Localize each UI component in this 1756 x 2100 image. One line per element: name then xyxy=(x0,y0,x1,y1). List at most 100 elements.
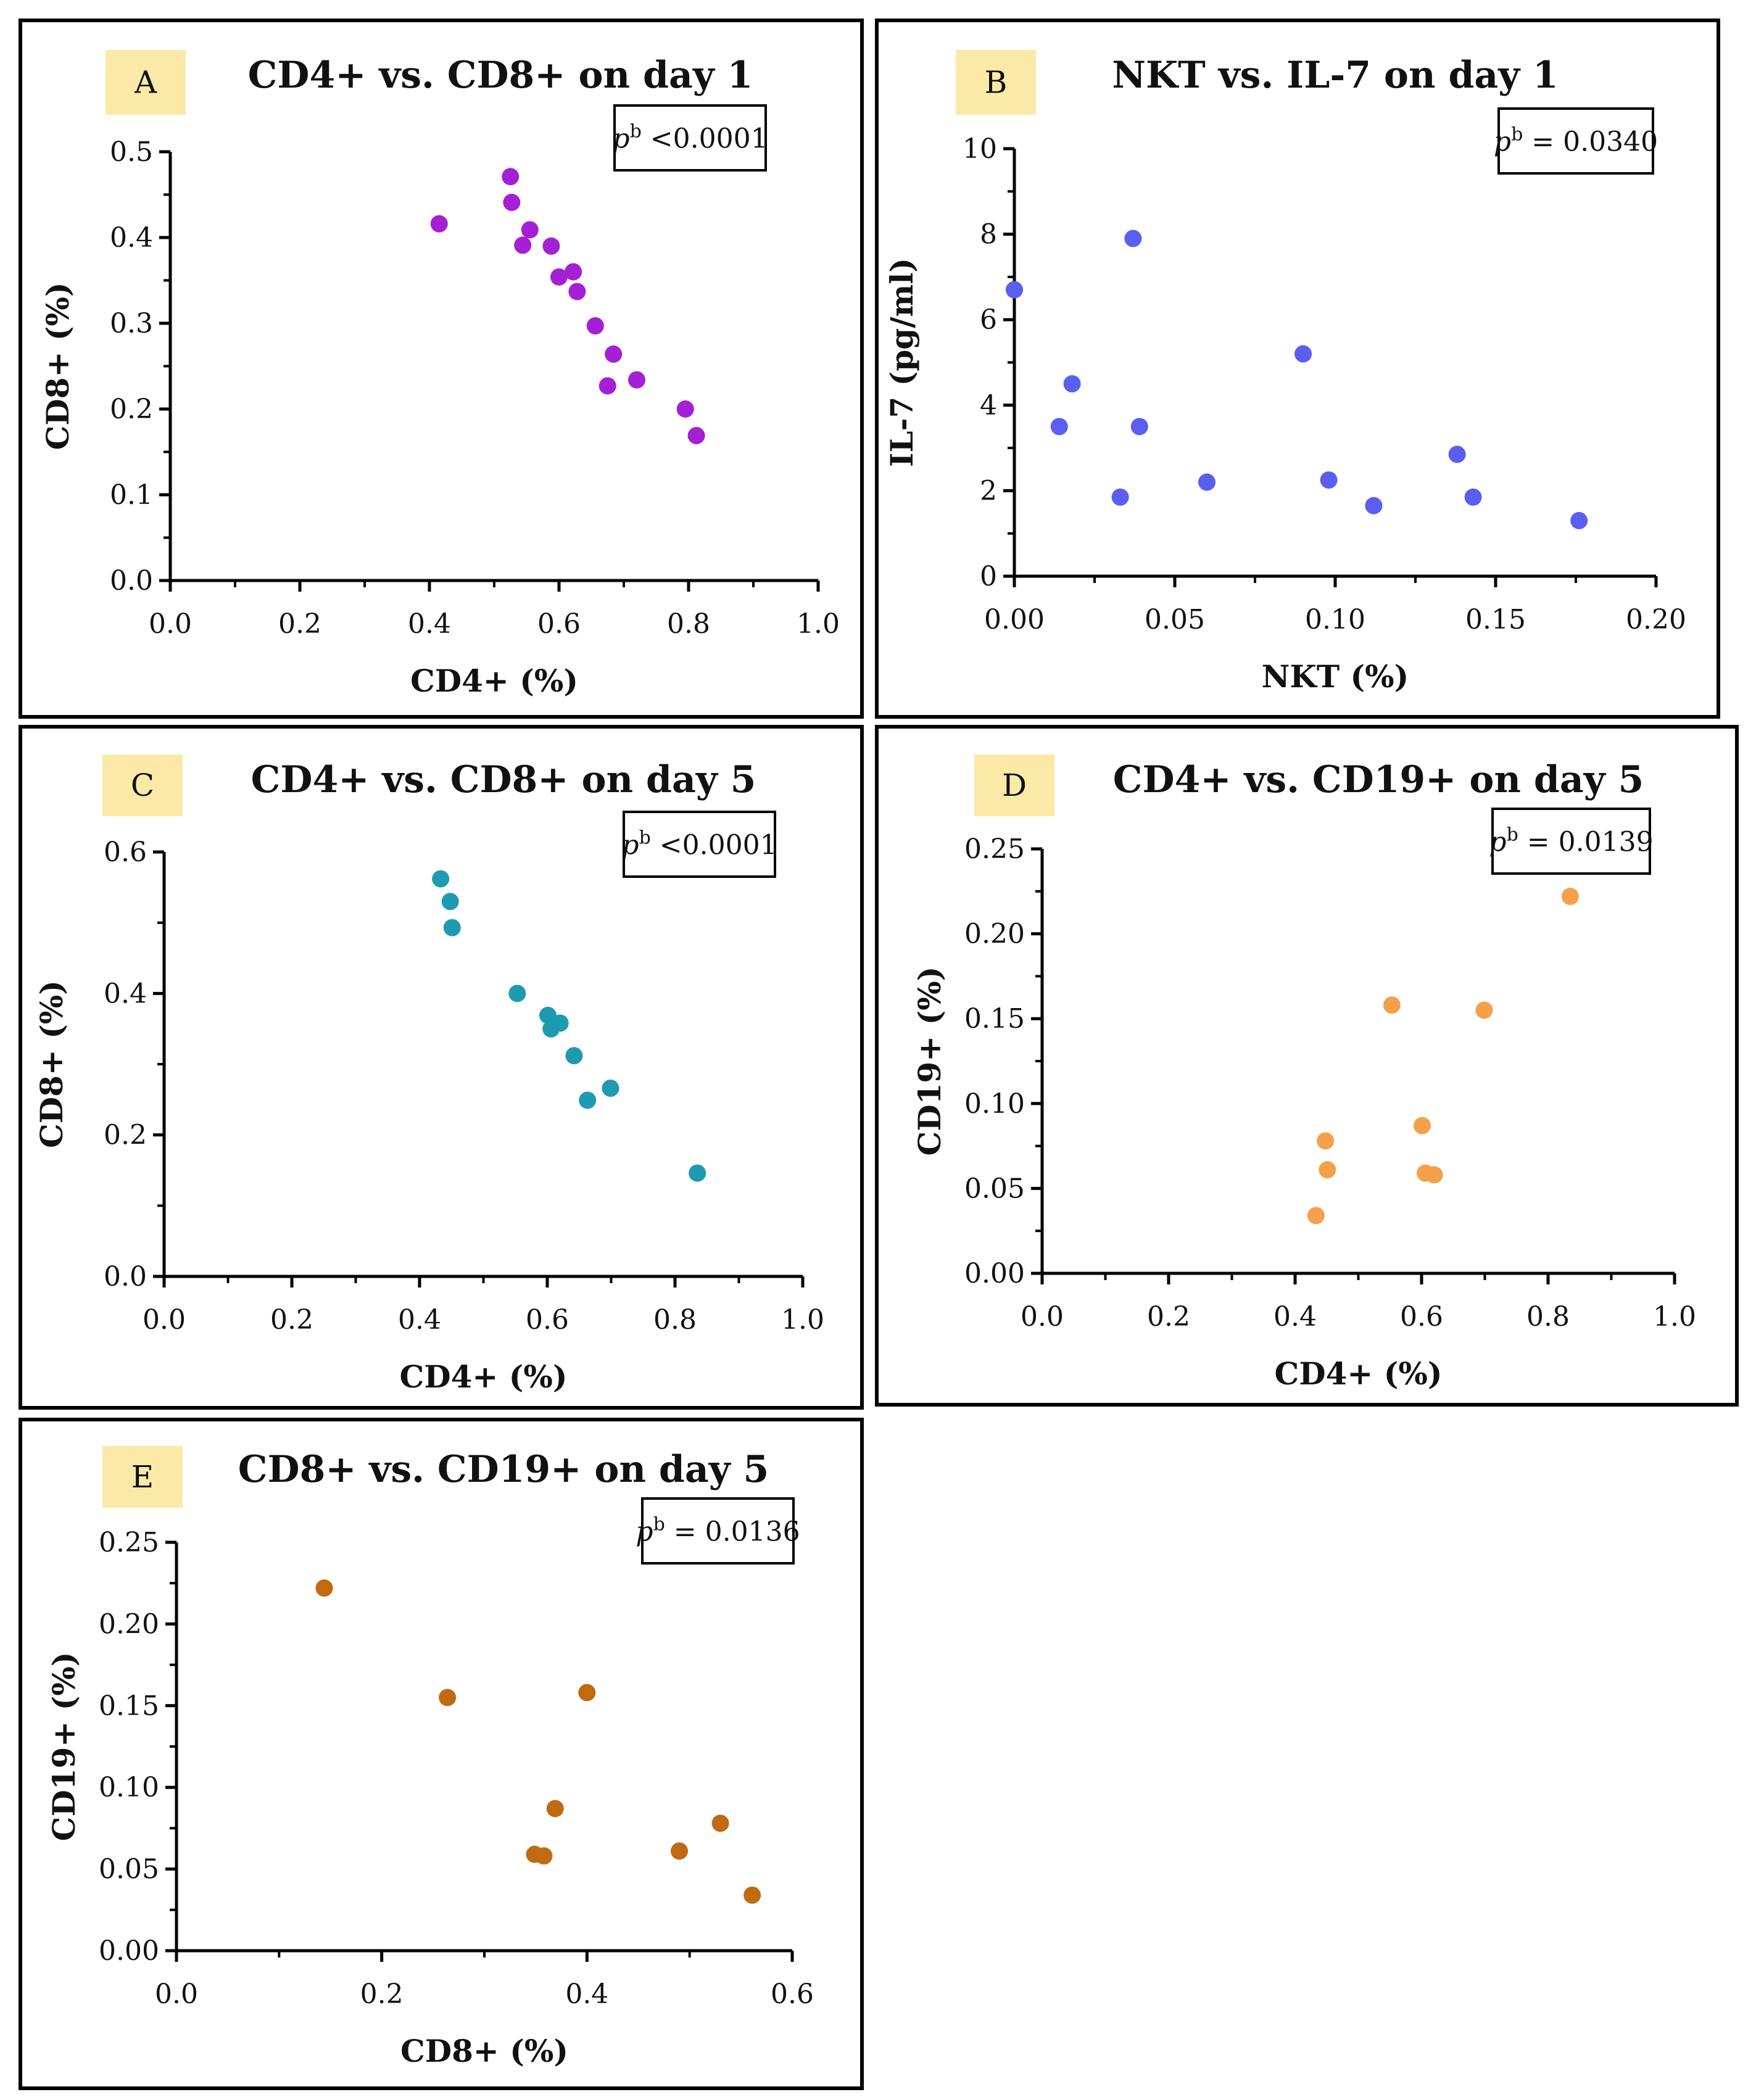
x-tick-label: 0.6 xyxy=(1400,1301,1443,1333)
p-superscript: b xyxy=(653,1513,665,1535)
p-symbol: p xyxy=(621,830,639,861)
x-tick-label: 0.4 xyxy=(1274,1301,1317,1333)
p-superscript: b xyxy=(1511,123,1523,145)
p-value-text: <0.0001 xyxy=(642,123,768,155)
data-point-b-7 xyxy=(1198,473,1216,491)
x-tick-label: 0.4 xyxy=(398,1304,441,1336)
data-point-c-10 xyxy=(602,1079,619,1097)
chart-title: NKT vs. IL-7 on day 1 xyxy=(1112,54,1559,97)
data-point-a-15 xyxy=(687,427,705,445)
data-point-e-2 xyxy=(439,1689,457,1706)
data-point-b-13 xyxy=(1570,511,1588,529)
y-tick-label: 0.10 xyxy=(99,1772,159,1803)
panel-e: E CD8+ vs. CD19+ on day 5 pb = 0.0136 0.0 0.… xyxy=(19,1418,864,2090)
data-point-a-3 xyxy=(503,194,521,212)
data-point-b-1 xyxy=(1006,281,1023,299)
x-tick-label: 0.2 xyxy=(270,1304,313,1336)
data-point-d-9 xyxy=(1561,888,1579,906)
data-point-b-6 xyxy=(1111,488,1129,506)
p-value-annotation: pb <0.0001 xyxy=(621,827,777,861)
p-value-annotation: pb = 0.0340 xyxy=(1494,123,1658,158)
data-point-a-14 xyxy=(676,400,694,418)
panel-label-badge xyxy=(956,50,1036,115)
data-point-a-6 xyxy=(542,237,560,255)
chart-title: CD4+ vs. CD19+ on day 5 xyxy=(1113,758,1644,801)
y-tick-label: 0.0 xyxy=(110,565,153,597)
panel-label: B xyxy=(985,65,1008,101)
data-point-e-9 xyxy=(743,1886,761,1904)
y-tick-label: 2 xyxy=(980,475,997,506)
data-point-b-3 xyxy=(1063,375,1081,393)
y-tick-label: 0.0 xyxy=(104,1261,147,1292)
p-value-box xyxy=(1497,107,1654,175)
y-tick-label: 4 xyxy=(980,390,997,421)
x-tick-label: 0.00 xyxy=(984,604,1045,635)
panel-label-badge xyxy=(102,754,183,816)
data-point-a-11 xyxy=(605,345,623,363)
x-axis-label: CD4+ (%) xyxy=(410,663,578,699)
p-value-text: = 0.0340 xyxy=(1523,126,1658,158)
p-value-text: = 0.0139 xyxy=(1518,827,1654,858)
data-point-c-2 xyxy=(441,893,459,911)
data-point-d-8 xyxy=(1475,1001,1493,1019)
data-point-e-8 xyxy=(711,1814,729,1832)
data-point-b-8 xyxy=(1294,345,1312,363)
data-point-e-3 xyxy=(578,1684,596,1701)
p-value-box xyxy=(641,1497,795,1565)
data-point-b-12 xyxy=(1464,488,1482,506)
chart-title: CD8+ vs. CD19+ on day 5 xyxy=(238,1448,769,1491)
data-point-a-8 xyxy=(565,263,582,281)
x-tick-label: 0.4 xyxy=(408,608,451,640)
p-value-annotation: pb <0.0001 xyxy=(612,120,768,155)
p-value-box xyxy=(613,104,767,172)
chart-b: B NKT vs. IL-7 on day 1 pb = 0.0340 0.00 0.0… xyxy=(884,50,1686,695)
y-axis-label: CD8+ (%) xyxy=(39,282,76,450)
y-axis-label: IL-7 (pg/ml) xyxy=(884,258,920,467)
chart-d: D CD4+ vs. CD19+ on day 5 pb = 0.0139 0.0 0.… xyxy=(911,754,1696,1392)
panel-label: D xyxy=(1002,767,1027,803)
data-point-c-3 xyxy=(443,919,461,936)
x-tick-label: 0.6 xyxy=(526,1304,569,1336)
x-tick-label: 0.4 xyxy=(565,1978,608,2010)
data-point-e-7 xyxy=(671,1842,689,1860)
x-tick-label: 0.10 xyxy=(1305,604,1365,635)
data-point-a-2 xyxy=(502,168,520,186)
p-symbol: p xyxy=(1494,126,1511,158)
data-point-c-11 xyxy=(689,1164,706,1182)
x-tick-label: 0.2 xyxy=(360,1978,404,2010)
x-tick-label: 0.20 xyxy=(1626,604,1686,635)
data-point-b-11 xyxy=(1448,445,1466,463)
p-symbol: p xyxy=(636,1516,653,1548)
chart-title: CD4+ vs. CD8+ on day 1 xyxy=(248,54,753,97)
panel-b: B NKT vs. IL-7 on day 1 pb = 0.0340 0.00 0.0… xyxy=(875,19,1720,719)
y-tick-label: 6 xyxy=(980,304,997,336)
y-tick-label: 0 xyxy=(980,561,997,592)
data-point-b-5 xyxy=(1130,418,1148,436)
panel-label: E xyxy=(131,1459,154,1495)
y-tick-label: 0.1 xyxy=(110,479,153,511)
p-superscript: b xyxy=(630,120,642,142)
x-axis-label: NKT (%) xyxy=(1262,658,1409,695)
data-point-c-9 xyxy=(579,1091,597,1109)
x-tick-label: 0.0 xyxy=(149,608,192,640)
x-tick-label: 0.05 xyxy=(1145,604,1205,635)
panel-label-badge xyxy=(106,50,186,115)
y-tick-label: 0.15 xyxy=(99,1690,159,1722)
panel-label-badge xyxy=(974,754,1054,816)
x-tick-label: 1.0 xyxy=(1653,1301,1696,1333)
y-tick-label: 0.3 xyxy=(110,308,153,339)
data-point-a-10 xyxy=(586,317,604,335)
y-tick-label: 0.2 xyxy=(104,1120,147,1151)
p-value-text: = 0.0136 xyxy=(665,1516,800,1548)
x-tick-label: 0.8 xyxy=(667,608,710,640)
x-tick-label: 0.6 xyxy=(537,608,581,640)
data-point-d-7 xyxy=(1425,1166,1443,1184)
data-point-e-6 xyxy=(535,1847,553,1865)
x-tick-label: 0.2 xyxy=(278,608,321,640)
data-point-a-4 xyxy=(514,236,532,254)
panel-label: C xyxy=(131,767,154,803)
data-point-d-1 xyxy=(1307,1207,1325,1225)
data-point-d-3 xyxy=(1319,1161,1336,1179)
data-point-e-1 xyxy=(315,1579,333,1597)
panel-label-badge xyxy=(102,1446,183,1508)
